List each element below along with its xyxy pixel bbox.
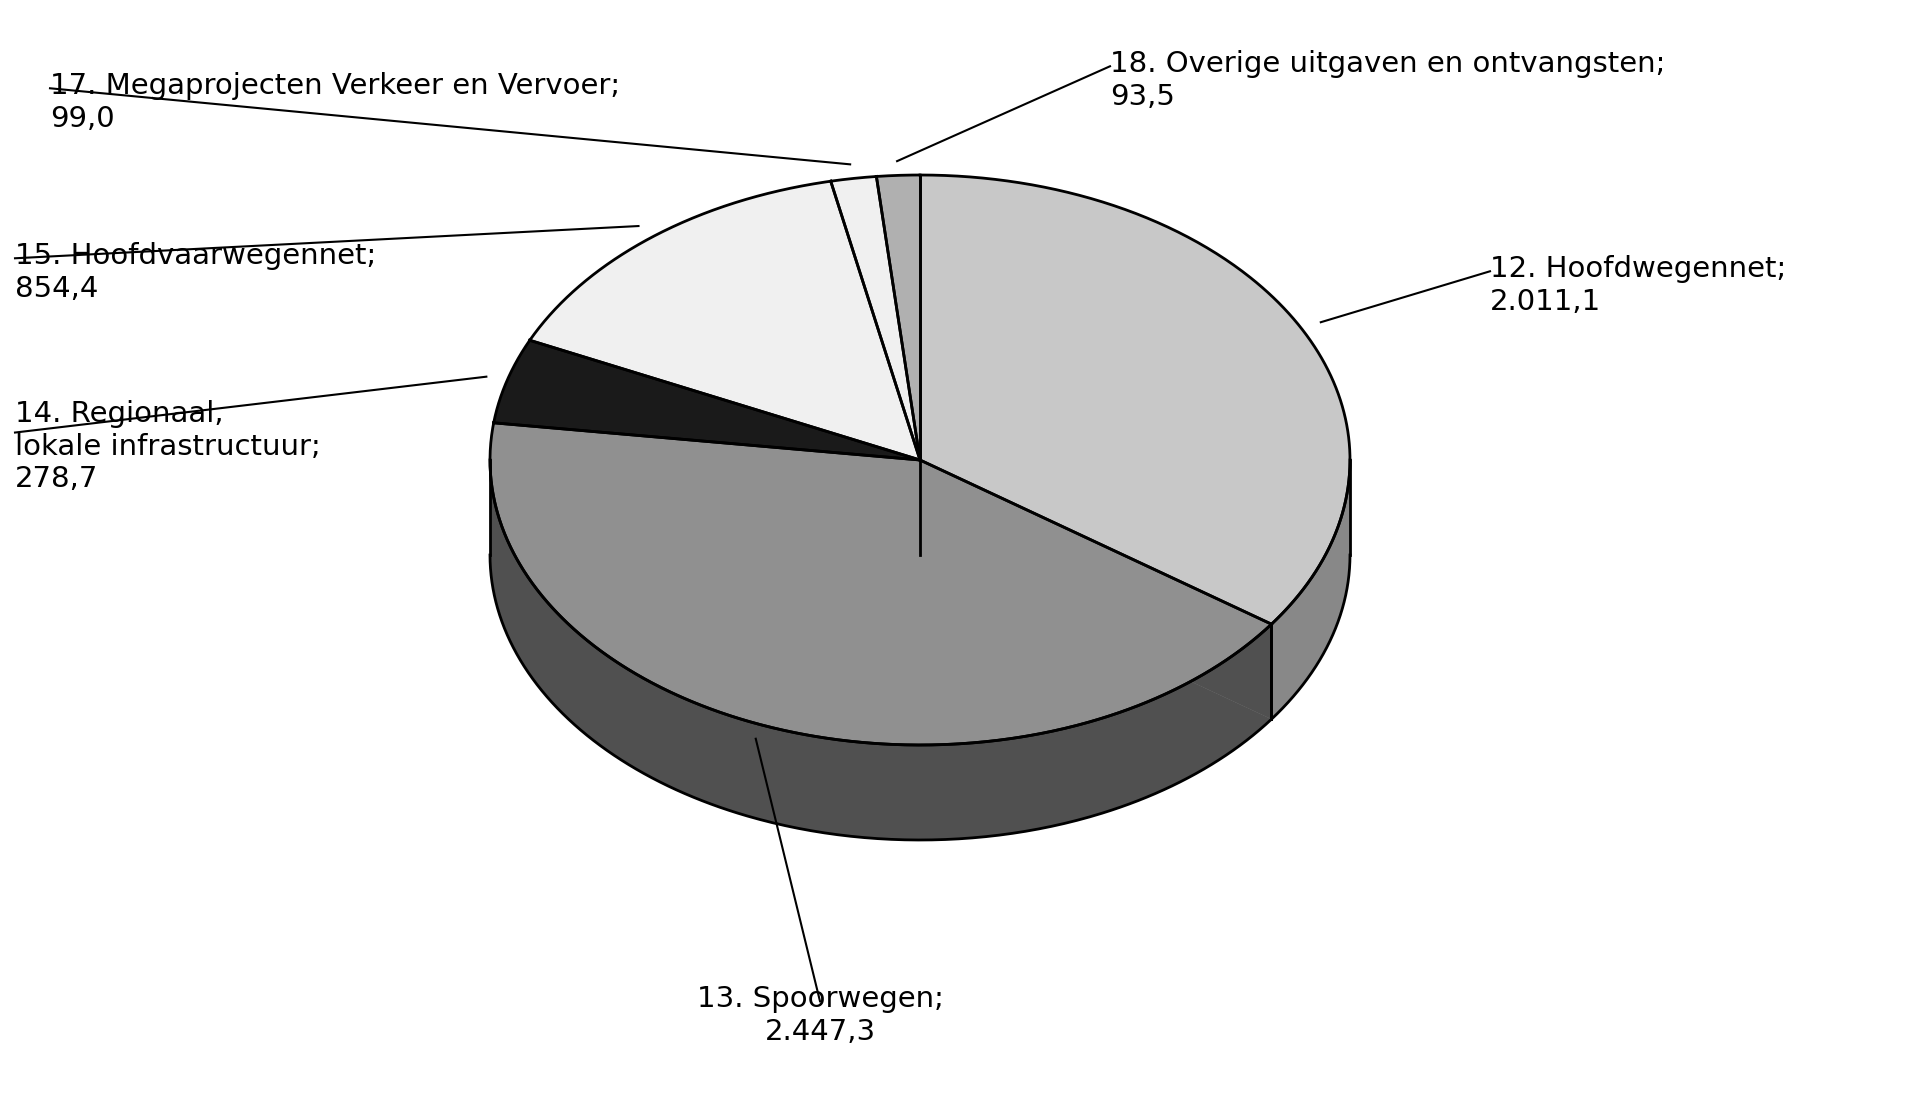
Polygon shape [493,340,920,460]
Text: 18. Overige uitgaven en ontvangsten;: 18. Overige uitgaven en ontvangsten; [1109,50,1665,78]
Polygon shape [920,460,1271,719]
Polygon shape [1271,460,1349,719]
Polygon shape [875,176,920,460]
Polygon shape [831,177,920,460]
Text: 2.011,1: 2.011,1 [1490,287,1600,316]
Polygon shape [920,176,1349,624]
Polygon shape [529,181,920,460]
Polygon shape [489,423,1271,745]
Text: 15. Hoofdvaarwegennet;: 15. Hoofdvaarwegennet; [15,242,377,270]
Text: 14. Regionaal,: 14. Regionaal, [15,400,224,428]
Text: lokale infrastructuur;: lokale infrastructuur; [15,433,321,460]
Polygon shape [920,460,1271,719]
Text: 99,0: 99,0 [50,105,114,132]
Text: 13. Spoorwegen;: 13. Spoorwegen; [696,985,943,1013]
Text: 93,5: 93,5 [1109,83,1175,110]
Text: 17. Megaprojecten Verkeer en Vervoer;: 17. Megaprojecten Verkeer en Vervoer; [50,72,620,100]
Text: 12. Hoofdwegennet;: 12. Hoofdwegennet; [1490,255,1785,283]
Polygon shape [489,460,1271,840]
Text: 278,7: 278,7 [15,465,99,493]
Text: 854,4: 854,4 [15,275,99,302]
Text: 2.447,3: 2.447,3 [763,1018,875,1045]
